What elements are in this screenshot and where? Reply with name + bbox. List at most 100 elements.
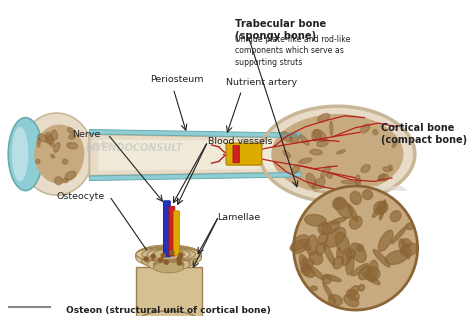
Ellipse shape <box>318 114 329 122</box>
FancyBboxPatch shape <box>173 211 180 255</box>
Ellipse shape <box>368 260 378 281</box>
FancyBboxPatch shape <box>169 206 175 256</box>
Text: Trabecular bone
(spongy bone): Trabecular bone (spongy bone) <box>235 19 327 41</box>
Ellipse shape <box>260 106 415 202</box>
Ellipse shape <box>373 129 378 135</box>
Ellipse shape <box>154 261 184 272</box>
Ellipse shape <box>301 266 315 277</box>
Ellipse shape <box>399 239 405 251</box>
Text: Nutrient artery: Nutrient artery <box>226 78 297 87</box>
Ellipse shape <box>154 260 184 271</box>
Polygon shape <box>303 186 409 191</box>
Ellipse shape <box>335 232 350 255</box>
Ellipse shape <box>358 266 372 280</box>
Ellipse shape <box>333 197 346 210</box>
Circle shape <box>164 260 168 264</box>
Ellipse shape <box>55 177 63 185</box>
Ellipse shape <box>389 165 392 171</box>
Ellipse shape <box>313 130 327 142</box>
Ellipse shape <box>12 127 28 181</box>
Ellipse shape <box>136 247 201 261</box>
Ellipse shape <box>337 150 346 154</box>
Ellipse shape <box>136 311 201 331</box>
Text: Periosteum: Periosteum <box>150 75 204 84</box>
Ellipse shape <box>331 217 346 224</box>
Ellipse shape <box>154 262 184 273</box>
Ellipse shape <box>283 151 291 158</box>
Ellipse shape <box>318 222 331 235</box>
Ellipse shape <box>341 248 352 265</box>
Polygon shape <box>99 139 296 170</box>
Ellipse shape <box>306 264 325 280</box>
Ellipse shape <box>46 132 53 144</box>
Ellipse shape <box>341 180 355 184</box>
Ellipse shape <box>346 250 356 260</box>
Ellipse shape <box>63 159 68 164</box>
Ellipse shape <box>378 230 393 251</box>
Ellipse shape <box>136 245 201 264</box>
Polygon shape <box>90 129 301 138</box>
Ellipse shape <box>51 130 57 140</box>
Ellipse shape <box>8 118 43 191</box>
Ellipse shape <box>378 174 389 181</box>
Ellipse shape <box>37 134 48 142</box>
Ellipse shape <box>142 250 196 266</box>
Text: Cortical bone
(compact bone): Cortical bone (compact bone) <box>381 123 467 145</box>
Ellipse shape <box>323 243 335 265</box>
Ellipse shape <box>281 132 292 142</box>
Ellipse shape <box>349 216 362 229</box>
Circle shape <box>161 254 165 258</box>
Ellipse shape <box>374 201 388 214</box>
Ellipse shape <box>292 235 309 254</box>
Ellipse shape <box>404 244 410 259</box>
Ellipse shape <box>333 256 344 269</box>
Ellipse shape <box>142 251 196 267</box>
Circle shape <box>144 257 148 261</box>
Ellipse shape <box>357 244 364 251</box>
Ellipse shape <box>316 243 326 255</box>
Circle shape <box>293 186 418 310</box>
Text: Blood vessels: Blood vessels <box>208 137 273 146</box>
Text: Unique plate-like and rod-like
components which serve as
supporting struts: Unique plate-like and rod-like component… <box>235 35 351 67</box>
Ellipse shape <box>142 250 196 266</box>
Ellipse shape <box>307 235 318 256</box>
Ellipse shape <box>67 127 74 133</box>
Ellipse shape <box>361 165 370 172</box>
Ellipse shape <box>299 158 312 164</box>
Ellipse shape <box>347 204 358 222</box>
Circle shape <box>170 251 174 255</box>
Text: MYENDOCONSULT: MYENDOCONSULT <box>86 143 184 153</box>
Ellipse shape <box>306 173 316 188</box>
Ellipse shape <box>136 249 201 267</box>
Circle shape <box>179 253 182 257</box>
Ellipse shape <box>350 243 366 262</box>
Ellipse shape <box>390 211 401 222</box>
Ellipse shape <box>300 255 310 275</box>
Ellipse shape <box>321 221 339 234</box>
Ellipse shape <box>378 174 385 181</box>
Ellipse shape <box>148 258 190 271</box>
Ellipse shape <box>142 248 196 261</box>
Ellipse shape <box>310 149 322 155</box>
Ellipse shape <box>327 173 332 178</box>
Ellipse shape <box>148 255 190 268</box>
Ellipse shape <box>356 178 361 186</box>
Ellipse shape <box>312 129 321 141</box>
Ellipse shape <box>346 256 354 275</box>
Polygon shape <box>90 172 301 180</box>
Ellipse shape <box>349 286 358 297</box>
Ellipse shape <box>37 138 40 147</box>
Ellipse shape <box>337 247 340 258</box>
Circle shape <box>159 258 163 262</box>
Ellipse shape <box>317 140 328 147</box>
Ellipse shape <box>311 286 317 290</box>
Ellipse shape <box>358 284 365 291</box>
Ellipse shape <box>142 253 196 269</box>
Ellipse shape <box>312 178 325 191</box>
Ellipse shape <box>361 124 370 133</box>
Ellipse shape <box>400 243 418 256</box>
Ellipse shape <box>69 134 75 139</box>
Ellipse shape <box>67 143 78 149</box>
Ellipse shape <box>304 259 314 268</box>
Text: Osteocyte: Osteocyte <box>56 192 105 201</box>
